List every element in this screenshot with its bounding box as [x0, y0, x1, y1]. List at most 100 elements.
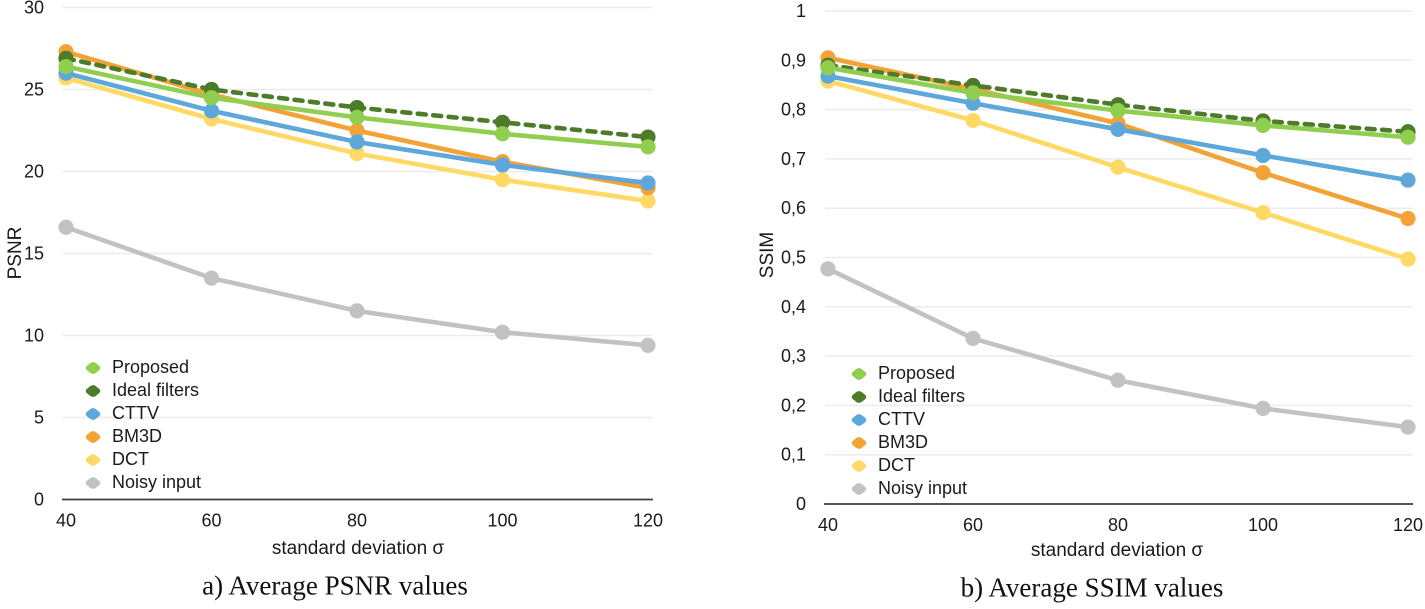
legend-marker-ideal-filters [83, 382, 102, 399]
legend-marker-cttv [849, 411, 868, 428]
data-point-noisy-input-40 [58, 219, 74, 235]
legend-item-dct: DCT [849, 454, 967, 477]
data-point-proposed-120 [640, 139, 656, 155]
y-tick-label: 25 [24, 80, 44, 100]
data-point-cttv-80 [1110, 121, 1126, 137]
y-tick-label: 0,5 [781, 248, 806, 268]
legend-psnr: Proposed Ideal filters CTTV BM3D DCT Noisy in… [83, 356, 202, 494]
x-tick-label: 60 [963, 515, 983, 535]
legend-item-noisy-input: Noisy input [849, 477, 968, 500]
y-axis-title-psnr: PSNR [5, 226, 26, 280]
y-tick-label: 30 [24, 0, 44, 18]
data-point-noisy-input-80 [1110, 372, 1126, 388]
data-point-proposed-60 [965, 85, 981, 101]
data-point-proposed-80 [349, 109, 365, 125]
legend-item-ideal-filters: Ideal filters [849, 385, 967, 408]
legend-item-ideal-filters: Ideal filters [83, 379, 201, 402]
y-tick-label: 0,7 [781, 149, 806, 169]
y-tick-label: 0,4 [781, 297, 806, 317]
data-point-noisy-input-100 [494, 324, 511, 340]
legend-item-proposed: Proposed [849, 362, 967, 385]
legend-marker-dct [83, 451, 102, 468]
legend-marker-ideal-filters [849, 388, 868, 405]
data-point-bm3d-100 [1255, 165, 1271, 181]
y-tick-label: 0,3 [781, 346, 806, 366]
legend-marker-bm3d [849, 434, 868, 451]
legend-label-ideal-filters: Ideal filters [878, 386, 966, 406]
y-tick-label: 5 [34, 408, 44, 428]
data-point-dct-100 [494, 172, 511, 188]
legend-label-bm3d: BM3D [878, 432, 929, 452]
y-tick-label: 0 [796, 494, 806, 514]
x-axis-title-ssim: standard deviation σ [1030, 540, 1204, 561]
caption-psnr: a) Average PSNR values [202, 570, 468, 601]
data-point-proposed-100 [494, 126, 511, 142]
legend-marker-bm3d [83, 428, 102, 445]
data-point-dct-100 [1255, 205, 1271, 221]
data-point-bm3d-80 [349, 122, 365, 139]
data-point-noisy-input-100 [1255, 400, 1271, 416]
legend-item-bm3d: BM3D [83, 425, 201, 448]
x-tick-label: 80 [1108, 515, 1128, 535]
data-point-noisy-input-120 [640, 337, 656, 353]
data-point-bm3d-120 [1400, 210, 1416, 227]
legend-label-proposed: Proposed [112, 357, 190, 377]
data-point-cttv-100 [1255, 147, 1271, 164]
legend-label-noisy-input: Noisy input [112, 472, 202, 492]
data-point-dct-120 [640, 193, 656, 209]
x-tick-label: 120 [1393, 515, 1423, 535]
y-tick-label: 20 [24, 162, 44, 182]
y-tick-label: 15 [24, 244, 44, 264]
data-point-dct-120 [1400, 251, 1416, 267]
legend-item-noisy-input: Noisy input [83, 471, 202, 494]
legend-label-cttv: CTTV [878, 409, 925, 429]
data-point-noisy-input-40 [820, 261, 836, 277]
x-tick-label: 40 [818, 515, 838, 535]
data-point-noisy-input-80 [349, 303, 365, 319]
legend-marker-proposed [849, 365, 868, 382]
legend-item-proposed: Proposed [83, 356, 201, 379]
x-tick-label: 80 [347, 511, 367, 531]
caption-ssim: b) Average SSIM values [960, 572, 1224, 603]
legend-label-bm3d: BM3D [112, 426, 163, 446]
legend-marker-noisy-input [83, 474, 102, 491]
x-tick-label: 100 [1248, 515, 1278, 535]
legend-item-bm3d: BM3D [849, 431, 967, 454]
y-tick-label: 0 [34, 490, 44, 510]
data-point-proposed-40 [58, 58, 74, 75]
y-tick-label: 0,2 [781, 395, 806, 415]
x-tick-label: 120 [633, 511, 663, 531]
legend-item-dct: DCT [83, 448, 201, 471]
y-tick-label: 0,8 [781, 100, 806, 120]
legend-label-proposed: Proposed [878, 363, 956, 383]
data-point-dct-80 [1110, 159, 1126, 175]
x-tick-label: 40 [56, 511, 76, 531]
legend-item-cttv: CTTV [849, 408, 967, 431]
data-point-proposed-80 [1110, 102, 1126, 119]
legend-ssim: Proposed Ideal filters CTTV BM3D DCT Noisy in… [849, 362, 968, 500]
data-point-cttv-120 [1400, 172, 1416, 188]
legend-marker-cttv [83, 405, 102, 422]
legend-label-ideal-filters: Ideal filters [112, 380, 200, 400]
y-tick-label: 0,6 [781, 198, 806, 218]
data-point-noisy-input-120 [1400, 419, 1416, 435]
data-point-ideal-filters-100 [494, 114, 511, 130]
data-point-noisy-input-60 [203, 270, 220, 286]
x-axis-title-psnr: standard deviation σ [271, 538, 445, 559]
data-point-cttv-100 [494, 157, 511, 173]
x-tick-label: 60 [201, 511, 221, 531]
data-point-cttv-60 [203, 103, 220, 119]
y-tick-label: 1 [796, 1, 806, 21]
data-point-dct-80 [349, 145, 365, 162]
y-tick-label: 10 [24, 326, 44, 346]
legend-marker-noisy-input [849, 480, 868, 497]
x-tick-label: 100 [487, 511, 517, 531]
data-point-noisy-input-60 [965, 330, 981, 346]
legend-label-dct: DCT [878, 455, 915, 475]
y-tick-label: 0,1 [781, 445, 806, 465]
legend-label-noisy-input: Noisy input [878, 478, 968, 498]
y-axis-title-ssim: SSIM [757, 231, 778, 279]
data-point-cttv-80 [349, 134, 365, 150]
